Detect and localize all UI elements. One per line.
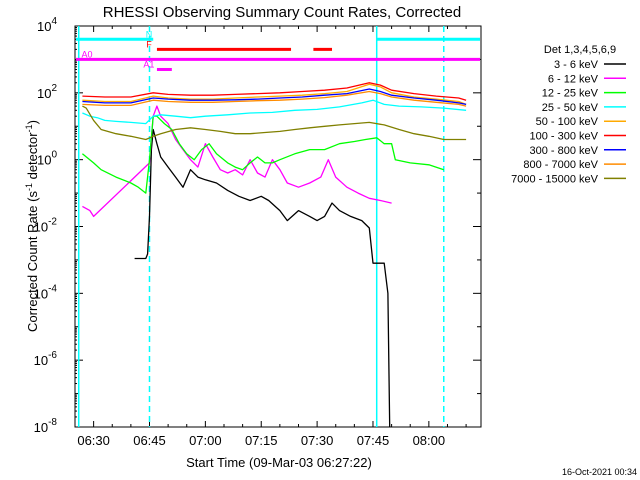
series-line	[82, 88, 467, 106]
x-tick-label: 07:00	[189, 433, 222, 448]
y-tick-label: 10-6	[34, 350, 58, 368]
series-line	[82, 99, 467, 125]
y-tick-label: 10-2	[34, 217, 58, 235]
series-line	[82, 105, 392, 218]
series-line	[134, 128, 391, 428]
legend-entry-label: 100 - 300 keV	[530, 131, 599, 143]
legend-entry-label: 3 - 6 keV	[554, 59, 599, 71]
x-tick-label: 07:30	[301, 433, 334, 448]
y-tick-label: 10-8	[34, 417, 58, 435]
y-tick-label: 102	[37, 83, 57, 101]
x-tick-label: 07:15	[245, 433, 278, 448]
legend-entry-label: 12 - 25 keV	[542, 88, 599, 100]
y-axis-label-prefix: Corrected Count Rate (s	[25, 191, 40, 332]
y-tick-labels: 104 102 100 10-2 10-4 10-6 10-8	[34, 16, 58, 435]
x-axis-label: Start Time (09-Mar-03 06:27:22)	[186, 455, 372, 470]
flag-label: A1	[143, 59, 154, 69]
series-layer	[81, 82, 467, 428]
legend-entry-label: 6 - 12 keV	[548, 73, 599, 85]
x-tick-label: 06:30	[77, 433, 110, 448]
x-tick-labels: 06:30 06:45 07:00 07:15 07:30 07:45 08:00	[77, 433, 445, 448]
date-stamp: 16-Oct-2021 00:34	[562, 467, 637, 477]
y-axis-label-sup2: -1	[24, 124, 34, 132]
x-tick-label: 07:45	[357, 433, 390, 448]
flag-label: A0	[81, 49, 92, 59]
legend-title: Det 1,3,4,5,6,9	[544, 44, 616, 56]
series-line	[82, 82, 467, 101]
y-axis-label-mid: detector	[25, 132, 40, 183]
y-tick-label: 10-4	[34, 283, 58, 301]
flag-label: N	[146, 29, 153, 39]
x-tick-label: 06:45	[133, 433, 166, 448]
y-axis-label-suffix: )	[25, 120, 40, 124]
legend-entry-label: 7000 - 15000 keV	[511, 173, 599, 185]
flags-layer: NF A0 A1	[76, 29, 480, 71]
legend-entry-label: 50 - 100 keV	[536, 116, 599, 128]
series-line	[82, 83, 467, 106]
plot-frame	[74, 25, 482, 428]
series-line	[82, 90, 467, 107]
y-tick-label: 100	[37, 150, 57, 168]
y-tick-label: 104	[37, 16, 57, 34]
series-line	[81, 115, 445, 194]
chart-title: RHESSI Observing Summary Count Rates, Co…	[103, 4, 461, 21]
legend: Det 1,3,4,5,6,9 3 - 6 keV 6 - 12 keV 12 - …	[511, 44, 626, 185]
legend-entry-label: 25 - 50 keV	[542, 102, 599, 114]
legend-entry-label: 300 - 800 keV	[530, 145, 599, 157]
series-line	[82, 105, 467, 141]
axis-ticks	[74, 25, 481, 428]
y-axis-label: Corrected Count Rate (s-1 detector-1)	[24, 120, 40, 332]
legend-entry-label: 800 - 7000 keV	[523, 159, 598, 171]
flag-label: F	[146, 39, 152, 49]
x-tick-label: 08:00	[413, 433, 446, 448]
y-axis-label-sup1: -1	[24, 183, 34, 191]
